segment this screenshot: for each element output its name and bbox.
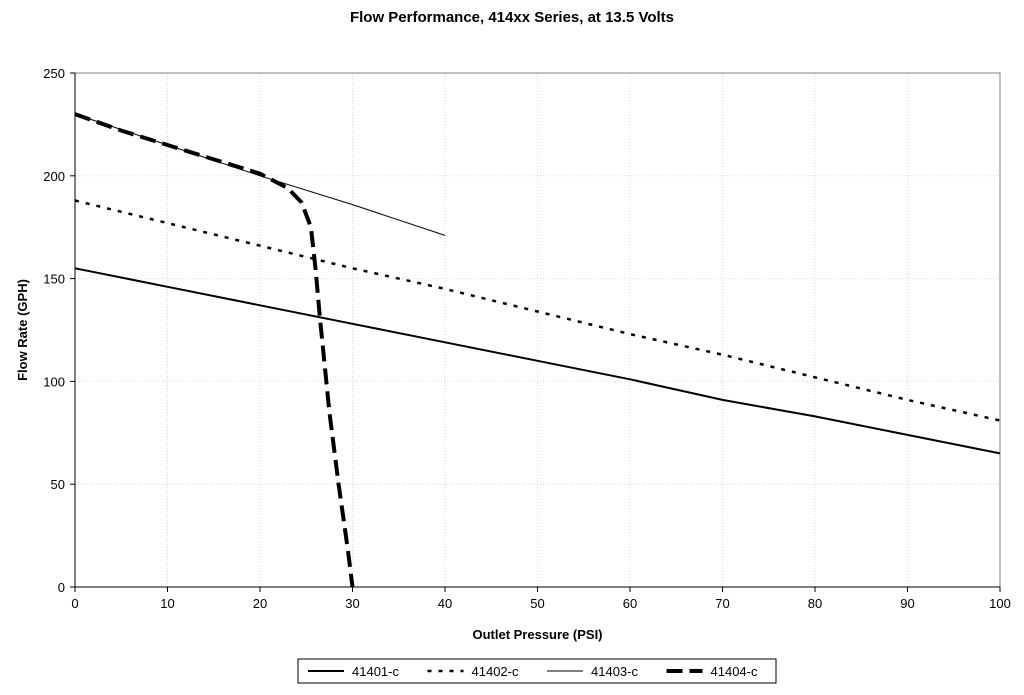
legend-label-41401-c: 41401-c: [352, 664, 399, 679]
legend-label-41404-c: 41404-c: [711, 664, 758, 679]
axes: [70, 72, 1001, 592]
y-tick-label: 150: [43, 272, 65, 287]
series-line-41402-c: [74, 199, 1001, 422]
x-tick-label: 30: [345, 596, 359, 611]
y-tick-label: 250: [43, 66, 65, 81]
x-tick-label: 70: [715, 596, 729, 611]
x-tick-label: 80: [808, 596, 822, 611]
y-tick-label: 0: [58, 580, 65, 595]
y-tick-label: 50: [51, 477, 65, 492]
legend-label-41403-c: 41403-c: [591, 664, 638, 679]
x-tick-label: 20: [253, 596, 267, 611]
tick-labels: 0 10 20 30 40 50 60 70 80 90 100 0 50 100 150 200 250: [43, 66, 1011, 611]
y-tick-label: 200: [43, 169, 65, 184]
gridlines: [75, 73, 1000, 587]
x-tick-label: 10: [160, 596, 174, 611]
y-axis-title: Flow Rate (GPH): [15, 279, 30, 381]
y-tick-label: 100: [43, 374, 65, 389]
x-tick-label: 100: [989, 596, 1011, 611]
x-tick-label: 50: [530, 596, 544, 611]
x-axis-title: Outlet Pressure (PSI): [472, 627, 602, 642]
series-line-41404-c: [74, 112, 355, 588]
x-tick-label: 90: [900, 596, 914, 611]
plot-area: [74, 72, 1001, 588]
x-tick-label: 60: [623, 596, 637, 611]
chart-title: Flow Performance, 414xx Series, at 13.5 …: [350, 9, 674, 26]
series-lines: [74, 112, 1001, 588]
legend: 41401-c 41402-c 41403-c 41404-c: [297, 658, 777, 684]
x-tick-label: 40: [438, 596, 452, 611]
legend-label-41402-c: 41402-c: [472, 664, 519, 679]
x-tick-label: 0: [71, 596, 78, 611]
